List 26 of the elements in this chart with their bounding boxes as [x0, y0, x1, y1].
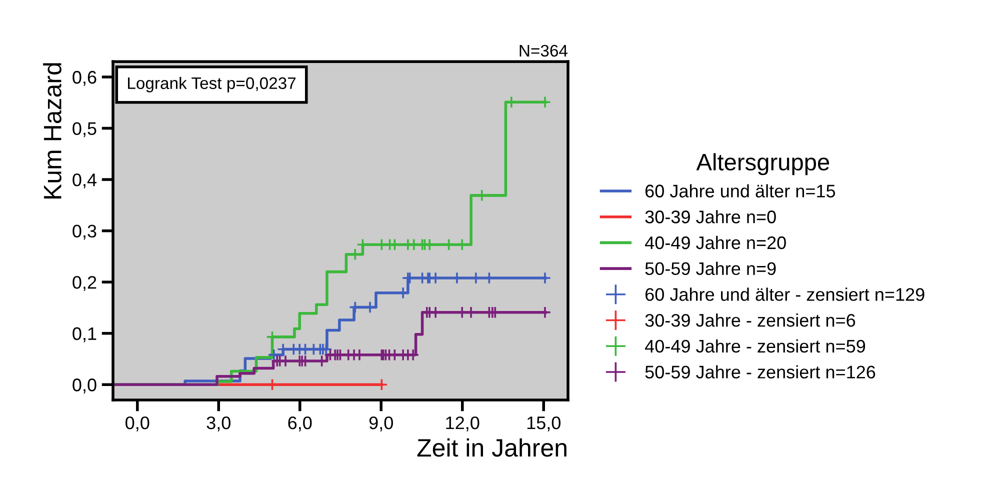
annotation: Logrank Test p=0,0237 — [128, 76, 296, 92]
y-tick-label: 0,3 — [72, 224, 96, 240]
y-axis-title: Kum Hazard — [43, 63, 62, 198]
legend-label: 30-39 Jahre n=0 — [645, 210, 776, 224]
legend-label: 60 Jahre und älter n=15 — [646, 184, 836, 198]
x-tick-label: 3,0 — [206, 416, 230, 432]
x-tick-label: 6,0 — [288, 416, 312, 432]
legend-title: Altersgruppe — [696, 153, 830, 176]
x-tick-label: 0,0 — [126, 416, 150, 432]
y-tick-label: 0,1 — [72, 327, 96, 342]
legend-label: 50-59 Jahre n=9 — [645, 262, 776, 276]
y-tick-label: 0,0 — [72, 378, 96, 394]
x-tick-label: 15,0 — [527, 416, 560, 432]
text: N=364 — [520, 44, 568, 57]
x-axis-title: Zeit in Jahren — [417, 438, 566, 457]
legend-label: 40-49 Jahre n=20 — [645, 236, 786, 250]
y-tick-label: 0,6 — [72, 70, 96, 86]
y-tick-label: 0,4 — [72, 173, 96, 188]
legend-label: 50-59 Jahre - zensiert n=126 — [645, 365, 876, 378]
legend-label: 40-49 Jahre - zensiert n=59 — [645, 339, 866, 353]
y-tick-label: 0,2 — [72, 276, 96, 291]
legend-label: 30-39 Jahre - zensiert n=6 — [645, 314, 856, 327]
y-tick-label: 0,5 — [72, 122, 96, 138]
x-tick-label: 12,0 — [446, 416, 480, 432]
legend-label: 60 Jahre und älter - zensiert n=129 — [646, 288, 924, 301]
x-tick-label: 9,0 — [369, 416, 393, 432]
